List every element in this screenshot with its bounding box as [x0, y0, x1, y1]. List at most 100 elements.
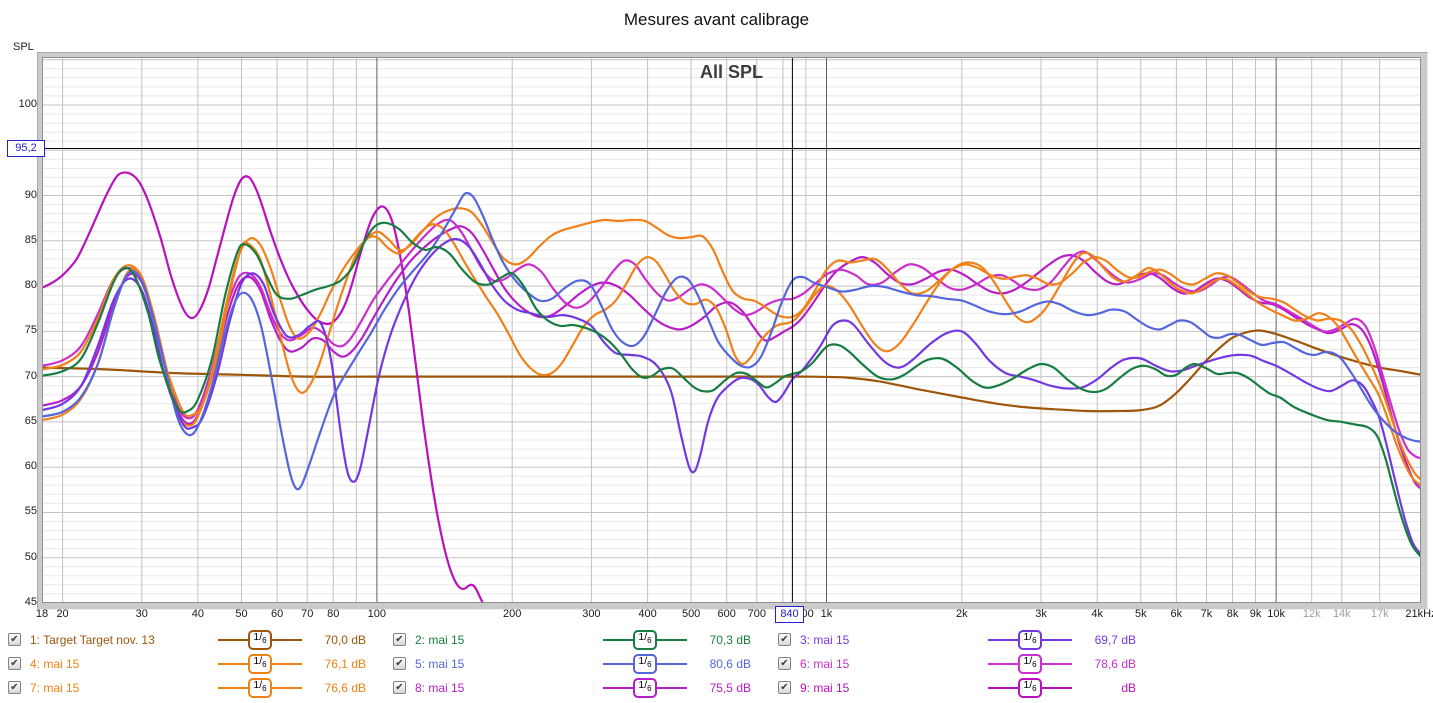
measurement-4-checkbox[interactable]: ✔	[8, 657, 21, 670]
measurement-4-smoothing-badge[interactable]: 1/6	[218, 654, 302, 674]
x-tick-label: 1k	[820, 608, 833, 620]
x-tick-label: 6k	[1170, 608, 1183, 620]
x-tick-label: 20	[56, 608, 69, 620]
measurement-3-label[interactable]: 3: mai 15	[800, 633, 850, 647]
measurement-2-smoothing-badge[interactable]: 1/6	[603, 630, 687, 650]
y-tick-label: 60	[24, 460, 37, 473]
spl-plot[interactable]	[42, 57, 1421, 603]
x-tick-label: 00	[801, 608, 814, 620]
smoothing-line-icon	[271, 687, 302, 689]
x-tick-label: 17k	[1370, 608, 1389, 620]
legend-entry-5: ✔ 5: mai 15 1/6 80,6 dB	[393, 654, 778, 674]
cursor-freq-readout[interactable]: 840	[775, 606, 804, 623]
x-tick-label: 70	[301, 608, 314, 620]
smoothing-value: 1/6	[633, 630, 657, 650]
measurement-6-checkbox[interactable]: ✔	[778, 657, 791, 670]
curve-5-trace	[42, 191, 1421, 491]
measurement-8-label[interactable]: 8: mai 15	[415, 681, 465, 695]
smoothing-line-icon	[988, 663, 1019, 665]
smoothing-line-icon	[988, 687, 1019, 689]
measurement-8-checkbox[interactable]: ✔	[393, 681, 406, 694]
legend-entry-3: ✔ 3: mai 15 1/6 69,7 dB	[778, 630, 1163, 650]
curve-1-trace	[42, 329, 1421, 413]
measurement-6-level: 78,6 dB	[1094, 657, 1136, 671]
smoothing-line-icon	[603, 663, 634, 665]
measurement-6-label[interactable]: 6: mai 15	[800, 657, 850, 671]
measurement-1-checkbox[interactable]: ✔	[8, 633, 21, 646]
smoothing-line-icon	[1041, 663, 1072, 665]
curve-3-trace	[42, 237, 1421, 556]
legend-entry-8: ✔ 8: mai 15 1/6 75,5 dB	[393, 678, 778, 698]
smoothing-line-icon	[988, 639, 1019, 641]
smoothing-line-icon	[271, 639, 302, 641]
measurement-1-label[interactable]: 1: Target Target nov. 13	[30, 633, 155, 647]
measurement-4-label[interactable]: 4: mai 15	[30, 657, 80, 671]
measurement-7-smoothing-badge[interactable]: 1/6	[218, 678, 302, 698]
smoothing-line-icon	[656, 639, 687, 641]
x-tick-label: 5k	[1134, 608, 1147, 620]
smoothing-line-icon	[1041, 687, 1072, 689]
smoothing-value: 1/6	[248, 678, 272, 698]
x-tick-label: 80	[327, 608, 340, 620]
measurement-9-checkbox[interactable]: ✔	[778, 681, 791, 694]
measurement-9-smoothing-badge[interactable]: 1/6	[988, 678, 1072, 698]
cursor-db-readout[interactable]: 95,2	[7, 140, 45, 157]
measurement-5-level: 80,6 dB	[709, 657, 751, 671]
y-tick-label: 55	[24, 505, 37, 518]
smoothing-value: 1/6	[1018, 630, 1042, 650]
chart-title: Mesures avant calibrage	[623, 10, 810, 29]
measurement-6-smoothing-badge[interactable]: 1/6	[988, 654, 1072, 674]
x-tick-label: 14k	[1332, 608, 1351, 620]
x-tick-label: 700	[747, 608, 767, 620]
smoothing-line-icon	[218, 639, 249, 641]
measurement-2-checkbox[interactable]: ✔	[393, 633, 406, 646]
measurement-7-checkbox[interactable]: ✔	[8, 681, 21, 694]
x-tick-label: 2k	[956, 608, 968, 620]
measurement-5-label[interactable]: 5: mai 15	[415, 657, 465, 671]
curve-9-trace	[42, 171, 485, 603]
measurement-8-smoothing-badge[interactable]: 1/6	[603, 678, 687, 698]
measurement-8-level: 75,5 dB	[709, 681, 751, 695]
measurement-7-label[interactable]: 7: mai 15	[30, 681, 80, 695]
legend-entry-6: ✔ 6: mai 15 1/6 78,6 dB	[778, 654, 1163, 674]
measurement-5-smoothing-badge[interactable]: 1/6	[603, 654, 687, 674]
curve-4-trace	[42, 223, 1421, 487]
smoothing-line-icon	[603, 639, 634, 641]
measurement-9-label[interactable]: 9: mai 15	[800, 681, 850, 695]
x-tick-label: 12k	[1302, 608, 1321, 620]
x-tick-label: 60	[270, 608, 284, 620]
x-tick-label: 40	[191, 608, 205, 620]
smoothing-line-icon	[1041, 639, 1072, 641]
legend-entry-7: ✔ 7: mai 15 1/6 76,6 dB	[8, 678, 393, 698]
smoothing-line-icon	[218, 663, 249, 665]
y-tick-label: 80	[24, 279, 37, 292]
smoothing-value: 1/6	[633, 678, 657, 698]
y-tick-label: 50	[24, 550, 37, 563]
legend-entry-4: ✔ 4: mai 15 1/6 76,1 dB	[8, 654, 393, 674]
measurement-5-checkbox[interactable]: ✔	[393, 657, 406, 670]
x-tick-label: 18	[35, 608, 49, 620]
y-tick-label: 75	[24, 324, 37, 337]
x-tick-label: 4k	[1091, 608, 1103, 620]
smoothing-line-icon	[271, 663, 302, 665]
smoothing-line-icon	[656, 687, 687, 689]
curve-2-trace	[42, 221, 1421, 558]
x-tick-label: 9k	[1249, 608, 1262, 620]
measurement-3-smoothing-badge[interactable]: 1/6	[988, 630, 1072, 650]
measurement-2-level: 70,3 dB	[709, 633, 751, 647]
measurement-3-level: 69,7 dB	[1094, 633, 1136, 647]
x-tick-label: 21kHz	[1405, 608, 1433, 620]
x-tick-label: 400	[638, 608, 657, 620]
y-tick-label: 45	[24, 596, 37, 608]
spl-axis-label: SPL	[13, 41, 34, 53]
smoothing-value: 1/6	[248, 630, 272, 650]
legend-entry-9: ✔ 9: mai 15 1/6 dB	[778, 678, 1163, 698]
measurement-1-smoothing-badge[interactable]: 1/6	[218, 630, 302, 650]
measurement-3-checkbox[interactable]: ✔	[778, 633, 791, 646]
legend-entry-2: ✔ 2: mai 15 1/6 70,3 dB	[393, 630, 778, 650]
smoothing-line-icon	[218, 687, 249, 689]
measurement-2-label[interactable]: 2: mai 15	[415, 633, 465, 647]
x-tick-label: 7k	[1200, 608, 1213, 620]
x-tick-label: 200	[503, 608, 522, 620]
